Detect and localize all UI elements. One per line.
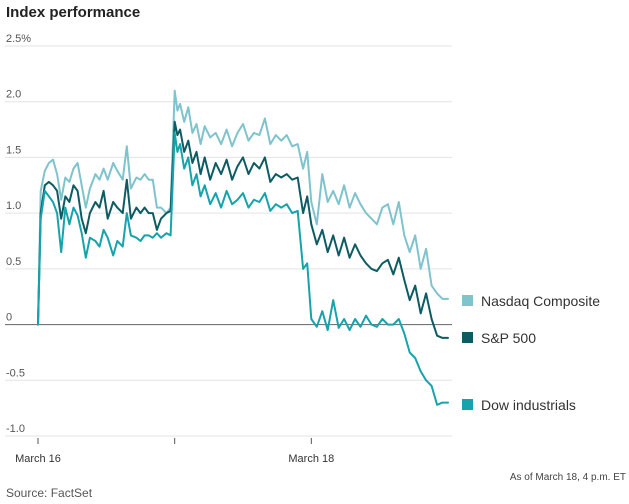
legend-label: S&P 500 bbox=[481, 330, 536, 346]
y-tick-label: 2.0 bbox=[6, 89, 21, 101]
y-tick-labels: 2.5% 2.0 1.5 1.0 0.5 0 -0.5 -1.0 bbox=[6, 33, 31, 435]
legend-swatch bbox=[462, 399, 473, 410]
y-tick-label: -0.5 bbox=[6, 367, 25, 379]
gridlines bbox=[5, 45, 452, 437]
timestamp-note: As of March 18, 4 p.m. ET bbox=[509, 472, 626, 483]
y-tick-label: -1.0 bbox=[6, 423, 25, 435]
series-line-dow-industrials bbox=[37, 131, 449, 406]
y-tick-label: 1.0 bbox=[6, 200, 21, 212]
y-tick-label: 0 bbox=[6, 312, 12, 324]
series-line-s-p-500 bbox=[37, 120, 449, 339]
y-tick-label: 2.5% bbox=[6, 33, 31, 45]
x-tick-label: March 16 bbox=[15, 453, 61, 465]
y-tick-label: 0.5 bbox=[6, 256, 21, 268]
legend-swatch bbox=[462, 332, 473, 343]
legend-label: Dow industrials bbox=[481, 397, 576, 413]
series-line-nasdaq-composite bbox=[37, 89, 449, 326]
x-tick-label: March 18 bbox=[288, 453, 334, 465]
source-note: Source: FactSet bbox=[6, 486, 93, 500]
chart-title: Index performance bbox=[6, 4, 141, 21]
y-tick-label: 1.5 bbox=[6, 144, 21, 156]
series-lines bbox=[37, 89, 449, 406]
legend: Nasdaq Composite S&P 500 Dow industrials bbox=[462, 293, 600, 413]
legend-swatch bbox=[462, 295, 473, 306]
x-axis: March 16 March 18 bbox=[15, 438, 334, 465]
legend-label: Nasdaq Composite bbox=[481, 293, 600, 309]
